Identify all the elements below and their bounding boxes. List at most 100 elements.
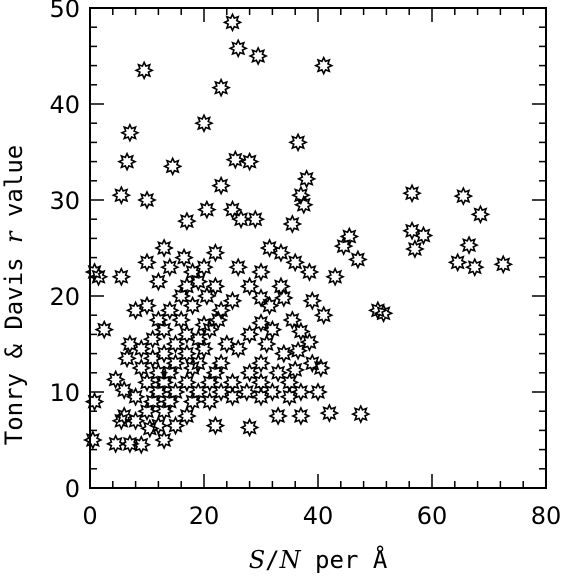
data-point <box>273 288 294 308</box>
data-point <box>271 242 291 263</box>
data-point <box>154 238 174 258</box>
data-point <box>120 122 140 143</box>
data-point <box>239 151 260 172</box>
y-axis-label-part-a: Tonry & Davis <box>0 243 28 445</box>
data-point <box>313 55 334 76</box>
data-point <box>402 220 422 241</box>
data-point <box>470 204 491 225</box>
data-point <box>222 199 243 220</box>
data-point <box>199 319 220 340</box>
data-point <box>211 382 231 402</box>
data-point <box>205 242 226 263</box>
data-point <box>236 382 257 402</box>
x-tick-label: 80 <box>531 502 562 530</box>
x-axis-label-part-d: per Å <box>301 545 388 574</box>
data-point <box>273 343 294 364</box>
data-point <box>211 77 231 98</box>
data-point <box>447 252 468 273</box>
data-point <box>239 362 260 383</box>
data-point <box>208 310 229 330</box>
x-tick-label: 20 <box>189 502 220 530</box>
data-point <box>288 340 308 361</box>
data-point <box>239 276 260 297</box>
data-point <box>291 321 311 342</box>
tick-labels: 0 20 40 60 80 0 10 20 30 40 50 <box>49 0 561 530</box>
data-point <box>288 132 308 153</box>
data-point <box>131 338 152 359</box>
data-point <box>88 266 109 287</box>
data-point <box>256 334 277 354</box>
data-point <box>205 415 226 436</box>
data-point <box>350 404 371 424</box>
data-point <box>125 410 146 431</box>
data-point <box>282 214 303 234</box>
data-point <box>259 238 280 258</box>
data-point <box>154 319 174 340</box>
data-point <box>194 113 214 134</box>
data-point <box>251 262 271 282</box>
data-point <box>82 430 103 450</box>
data-point <box>216 334 237 354</box>
data-point <box>188 353 209 374</box>
data-point <box>222 12 243 33</box>
data-point <box>308 382 328 402</box>
data-point <box>348 249 368 270</box>
data-point <box>302 290 323 311</box>
data-point <box>405 239 425 259</box>
data-point <box>165 334 186 354</box>
data-point <box>162 156 183 177</box>
y-axis-label-part-c: value <box>0 145 28 232</box>
data-point <box>137 401 157 422</box>
data-point <box>177 211 197 232</box>
data-point <box>225 149 246 170</box>
data-point <box>199 372 220 393</box>
data-point <box>137 252 157 273</box>
data-point <box>111 266 132 287</box>
data-point <box>325 266 345 287</box>
data-point <box>293 194 314 215</box>
data-point <box>211 300 231 321</box>
data-point <box>137 190 157 210</box>
data-point <box>239 417 260 438</box>
data-point <box>285 252 306 273</box>
y-tick-label: 20 <box>49 283 80 311</box>
data-point <box>196 199 217 220</box>
data-point <box>302 353 323 374</box>
data-point <box>271 276 291 297</box>
data-point <box>114 406 135 426</box>
data-point <box>105 433 126 454</box>
data-point <box>251 312 271 333</box>
data-point <box>464 257 485 278</box>
y-axis-label: Tonry & Davis r value <box>0 145 28 445</box>
data-point <box>120 433 140 454</box>
x-axis-label: S/N per Å <box>249 545 388 574</box>
data-point <box>159 257 180 278</box>
data-point <box>493 254 514 275</box>
data-point <box>453 186 474 207</box>
data-point <box>373 303 394 324</box>
data-point <box>188 271 209 292</box>
y-axis-label-text: Tonry & Davis r value <box>0 145 28 445</box>
y-tick-label: 40 <box>49 91 80 119</box>
data-point <box>205 276 226 297</box>
x-axis-label-part-b: / <box>265 546 279 574</box>
data-point <box>296 168 317 189</box>
data-point <box>245 209 266 230</box>
data-point <box>239 324 260 345</box>
data-point <box>291 185 311 206</box>
data-point <box>268 362 288 383</box>
data-point <box>413 225 434 246</box>
x-axis-label-part-c: N <box>279 546 302 574</box>
data-point <box>222 386 243 407</box>
data-point <box>228 257 249 278</box>
data-point <box>84 391 105 412</box>
data-point <box>182 295 203 316</box>
y-tick-label: 50 <box>49 0 80 23</box>
data-point <box>199 391 220 412</box>
data-point <box>313 305 334 326</box>
data-point <box>310 358 331 378</box>
data-point <box>117 348 137 369</box>
data-point <box>125 300 146 321</box>
x-tick-label: 60 <box>417 502 448 530</box>
